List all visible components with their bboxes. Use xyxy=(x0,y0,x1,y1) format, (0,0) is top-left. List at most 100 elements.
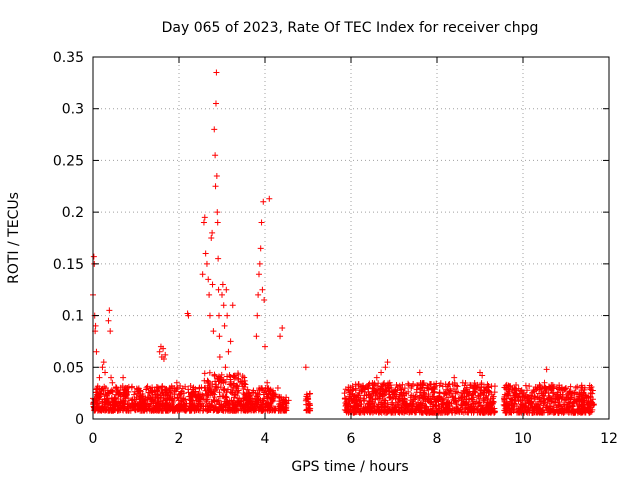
data-point xyxy=(217,374,224,381)
data-point-band xyxy=(181,402,188,409)
data-point xyxy=(279,324,286,331)
data-point-band xyxy=(431,388,438,395)
data-point-band xyxy=(265,400,272,407)
data-point-band xyxy=(569,407,576,414)
data-point-band xyxy=(435,405,442,412)
data-point-band xyxy=(102,391,109,398)
data-point xyxy=(115,390,122,397)
data-point xyxy=(459,379,466,386)
data-point-band xyxy=(244,386,251,393)
data-point-band xyxy=(433,380,440,387)
data-point-band xyxy=(457,406,464,413)
data-point xyxy=(93,348,100,355)
data-point xyxy=(213,69,220,76)
data-point-band xyxy=(414,382,421,389)
data-point-band xyxy=(444,399,451,406)
data-point-band xyxy=(477,402,484,409)
x-tick-label: 8 xyxy=(433,431,442,447)
data-point xyxy=(255,291,262,298)
data-point-band xyxy=(380,403,387,410)
data-point-band xyxy=(391,407,398,414)
x-tick-label: 0 xyxy=(89,431,98,447)
data-point-band xyxy=(517,393,524,400)
data-point-band xyxy=(426,380,433,387)
data-point-band xyxy=(449,393,456,400)
data-point-band xyxy=(219,393,226,400)
data-point-band xyxy=(389,389,396,396)
data-point-band xyxy=(111,406,118,413)
data-point xyxy=(167,395,174,402)
data-point xyxy=(92,322,99,329)
data-point xyxy=(386,379,393,386)
data-point-band xyxy=(579,398,586,405)
data-point-band xyxy=(392,408,399,415)
data-point-band xyxy=(543,386,550,393)
data-point xyxy=(451,374,458,381)
data-point-band xyxy=(146,394,153,401)
data-point-band xyxy=(578,384,585,391)
data-point-band xyxy=(262,407,269,414)
data-point-band xyxy=(424,408,431,415)
data-point-band xyxy=(567,389,574,396)
data-point xyxy=(511,400,518,407)
data-point-band xyxy=(561,408,568,415)
data-point xyxy=(244,397,251,404)
data-point-band xyxy=(404,409,411,416)
data-point-band xyxy=(107,401,114,408)
x-tick-label: 10 xyxy=(514,431,532,447)
data-point-band xyxy=(130,404,137,411)
data-point xyxy=(206,312,213,319)
data-point xyxy=(502,384,509,391)
data-point xyxy=(255,271,262,278)
data-point-band xyxy=(144,383,151,390)
data-point-band xyxy=(175,406,182,413)
data-point-band xyxy=(436,403,443,410)
data-point xyxy=(305,395,311,402)
data-point-band xyxy=(357,401,364,408)
data-point-band xyxy=(235,387,242,394)
data-point xyxy=(212,183,219,190)
data-point xyxy=(137,395,144,402)
data-point-band xyxy=(343,407,350,414)
data-point-band xyxy=(105,407,112,414)
data-point-band xyxy=(491,383,498,390)
data-point-band xyxy=(192,389,199,396)
data-point xyxy=(212,100,219,107)
data-point-band xyxy=(451,379,458,386)
data-point xyxy=(141,397,148,404)
data-point-band xyxy=(515,398,522,405)
data-point-band xyxy=(384,399,391,406)
data-point xyxy=(173,379,180,386)
data-point-band xyxy=(441,390,448,397)
data-point-band xyxy=(501,397,508,404)
data-point-band xyxy=(367,394,374,401)
data-point xyxy=(283,400,290,407)
data-point-band xyxy=(504,407,511,414)
data-point-band xyxy=(235,407,242,414)
data-point-band xyxy=(546,408,553,415)
data-point xyxy=(262,343,268,350)
data-point xyxy=(95,400,102,407)
data-point-band xyxy=(388,384,395,391)
data-point-band xyxy=(167,385,174,392)
data-point xyxy=(270,390,277,397)
data-point-band xyxy=(241,374,248,381)
data-point-band xyxy=(241,383,248,390)
data-point xyxy=(210,328,217,335)
data-point-band xyxy=(359,409,366,416)
data-point xyxy=(221,322,228,329)
data-point-band xyxy=(418,385,425,392)
data-point-band xyxy=(453,399,460,406)
data-point-band xyxy=(206,369,213,376)
data-point-band xyxy=(529,389,536,396)
data-point-band xyxy=(407,400,414,407)
data-point-band xyxy=(250,387,257,394)
data-point-band xyxy=(185,386,192,393)
data-point-band xyxy=(415,382,422,389)
data-point xyxy=(122,395,129,402)
data-point-band xyxy=(158,392,165,399)
data-point-band xyxy=(205,402,212,409)
data-point-band xyxy=(125,407,132,414)
data-point-band xyxy=(548,387,555,394)
data-point-band xyxy=(587,390,594,397)
